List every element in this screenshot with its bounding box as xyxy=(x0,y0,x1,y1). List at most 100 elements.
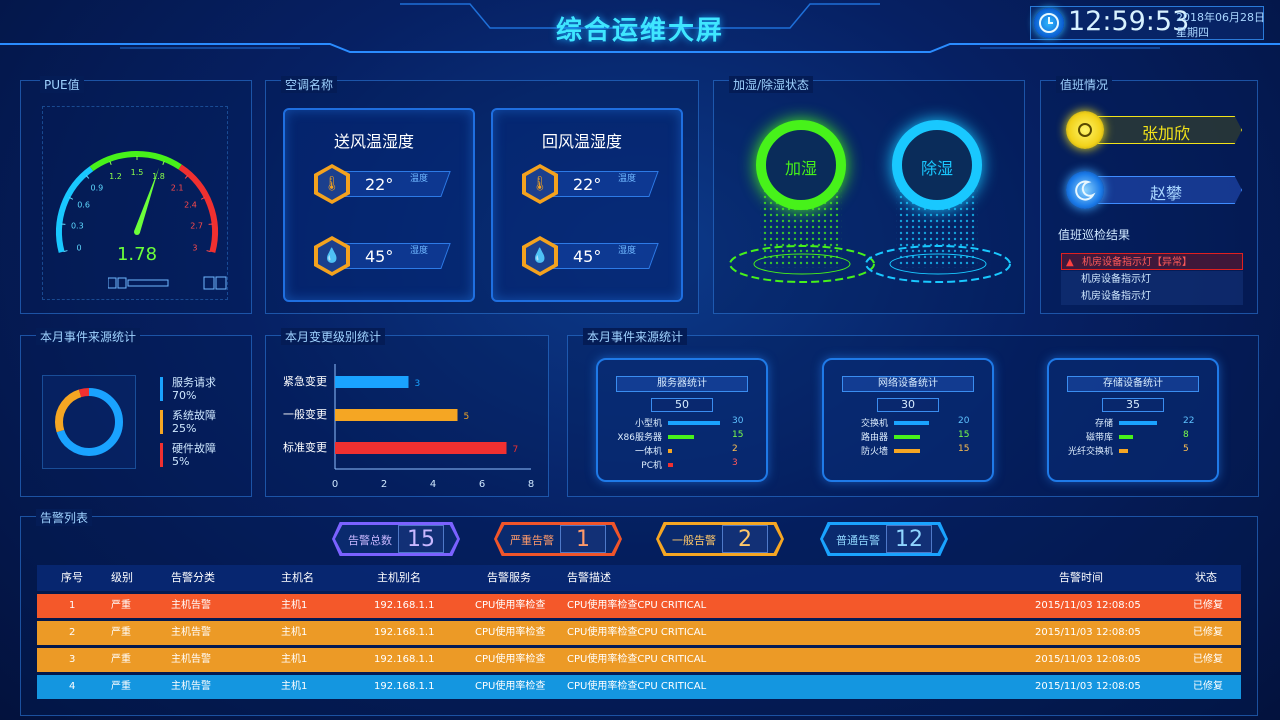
alarm-summary-count: 1 xyxy=(560,525,606,553)
table-cell-host: 主机1 xyxy=(281,627,308,638)
device-stat-value: 30 xyxy=(732,416,744,426)
table-cell-desc: CPU使用率检查CPU CRITICAL xyxy=(567,600,707,611)
device-stat-value: 8 xyxy=(1183,430,1189,440)
alarm-panel-title: 告警列表 xyxy=(36,509,93,526)
alarm-table-body: 1 严重 主机告警 主机1 192.168.1.1 CPU使用率检查 CPU使用率检查CPU… xyxy=(37,594,1241,699)
clock-icon xyxy=(1034,8,1064,38)
device-stat-bar xyxy=(894,421,929,425)
humid-panel-title: 加湿/除湿状态 xyxy=(729,76,814,93)
alarm-summary-badge[interactable]: 普通告警 12 xyxy=(820,522,948,556)
gauge-tick-label: 1.5 xyxy=(131,168,144,177)
column-header[interactable]: 告警描述 xyxy=(567,571,611,584)
duty-panel-title: 值班情况 xyxy=(1056,76,1113,93)
device-stat-label: PC机 xyxy=(641,461,662,471)
ac-card-supply-title: 送风温湿度 xyxy=(333,132,414,151)
device-stat-row: 防火墙 15 xyxy=(828,444,988,458)
table-cell-service: CPU使用率检查 xyxy=(475,600,546,611)
device-stat-value: 15 xyxy=(958,444,970,454)
device-stat-row: 光纤交换机 5 xyxy=(1053,444,1213,458)
column-header[interactable]: 告警分类 xyxy=(171,571,215,584)
bar xyxy=(335,409,458,421)
device-stat-bar xyxy=(668,449,672,453)
inspection-row-alert[interactable]: ▲ 机房设备指示灯【异常】 xyxy=(1061,253,1243,270)
alarm-summary-count: 15 xyxy=(398,525,444,553)
gauge-tick-label: 2.7 xyxy=(190,222,203,231)
alarm-summary-count: 12 xyxy=(886,525,932,553)
gauge-tick-label: 3 xyxy=(192,243,197,252)
legend-swatch xyxy=(160,410,163,434)
device-stat-bar xyxy=(668,421,720,425)
device-stat-label: 光纤交换机 xyxy=(1067,447,1113,457)
legend-item: 服务请求 70% xyxy=(172,376,216,402)
clock-time: 12:59:53 xyxy=(1068,6,1190,37)
table-cell-category: 主机告警 xyxy=(171,627,211,638)
duty-night-pill xyxy=(1096,176,1242,204)
table-cell-time: 2015/11/03 12:08:05 xyxy=(1035,681,1141,692)
legend-swatch xyxy=(160,377,163,401)
gauge-tick xyxy=(200,197,205,200)
page-title: 综合运维大屏 xyxy=(555,16,724,46)
device-stat-label: 交换机 xyxy=(860,419,888,429)
table-cell-desc: CPU使用率检查CPU CRITICAL xyxy=(567,654,707,665)
device-stat-row: 路由器 15 xyxy=(828,430,988,444)
gauge-tick xyxy=(85,175,90,179)
column-header[interactable]: 主机别名 xyxy=(377,571,421,584)
ac-card-supply xyxy=(283,108,475,302)
pue-gauge: 0 0.3 0.60.9 1.2 1.5 1.8 2.12.4 2.7 3 xyxy=(56,151,218,253)
table-row[interactable]: 1 严重 主机告警 主机1 192.168.1.1 CPU使用率检查 CPU使用率检查CPU… xyxy=(37,594,1241,618)
device-group-total: 35 xyxy=(1102,398,1164,412)
gauge-arc-segment xyxy=(178,164,218,253)
device-stat-label: 一体机 xyxy=(634,447,662,457)
inspection-row[interactable]: 机房设备指示灯 xyxy=(1061,271,1243,288)
column-header[interactable]: 序号 xyxy=(61,571,83,584)
gauge-tick xyxy=(206,250,211,253)
column-header[interactable]: 告警时间 xyxy=(1059,571,1103,584)
column-header[interactable]: 级别 xyxy=(111,571,133,584)
table-row[interactable]: 4 严重 主机告警 主机1 192.168.1.1 CPU使用率检查 CPU使用率检查CPU… xyxy=(37,675,1241,699)
clock-weekday: 星期四 xyxy=(1176,26,1209,39)
table-cell-category: 主机告警 xyxy=(171,654,211,665)
gauge-tick xyxy=(63,250,68,253)
warning-icon: ▲ xyxy=(1066,257,1074,268)
bar xyxy=(335,376,409,388)
table-cell-service: CPU使用率检查 xyxy=(475,654,546,665)
device-stat-label: 路由器 xyxy=(860,433,888,443)
legend-swatch xyxy=(160,443,163,467)
device-source-title: 本月事件来源统计 xyxy=(583,328,688,345)
bar xyxy=(335,442,507,454)
column-header[interactable]: 告警服务 xyxy=(487,571,531,584)
alarm-summary-count: 2 xyxy=(722,525,768,553)
table-cell-no: 2 xyxy=(69,627,76,638)
alarm-summary-label: 普通告警 xyxy=(836,534,880,547)
table-cell-host: 主机1 xyxy=(281,681,308,692)
dehumidify-label: 除湿 xyxy=(920,159,953,178)
gauge-tick xyxy=(69,197,74,200)
clock-panel xyxy=(1030,6,1264,40)
device-group-title: 存储设备统计 xyxy=(1067,376,1199,392)
clock-date: 2018年06月28日 xyxy=(1176,11,1265,24)
table-row[interactable]: 2 严重 主机告警 主机1 192.168.1.1 CPU使用率检查 CPU使用率检查CPU… xyxy=(37,621,1241,645)
device-stat-row: PC机 3 xyxy=(602,458,762,472)
bar-value-label: 3 xyxy=(415,379,421,389)
column-header[interactable]: 状态 xyxy=(1195,571,1217,584)
inspection-row[interactable]: 机房设备指示灯 xyxy=(1061,288,1243,305)
gauge-tick xyxy=(109,160,112,165)
device-stat-row: 交换机 20 xyxy=(828,416,988,430)
table-row[interactable]: 3 严重 主机告警 主机1 192.168.1.1 CPU使用率检查 CPU使用率检查CPU… xyxy=(37,648,1241,672)
gauge-needle xyxy=(134,167,160,233)
table-cell-level: 严重 xyxy=(111,654,131,665)
gauge-tick xyxy=(162,160,165,165)
table-cell-status: 已修复 xyxy=(1193,654,1223,665)
ac-supply-temp: 22° xyxy=(365,175,394,194)
gauge-arc-segment xyxy=(89,151,182,172)
inspection-text: 机房设备指示灯 xyxy=(1081,291,1151,302)
device-stat-row: 存储 22 xyxy=(1053,416,1213,430)
alarm-summary-badge[interactable]: 严重告警 1 xyxy=(494,522,622,556)
humidify-ring xyxy=(756,120,846,210)
alarm-summary-badge[interactable]: 一般告警 2 xyxy=(656,522,784,556)
duty-day-pill xyxy=(1096,116,1242,144)
table-cell-no: 4 xyxy=(69,681,76,692)
ac-supply-humidity-tag: 湿度 xyxy=(410,246,429,256)
alarm-summary-badge[interactable]: 告警总数 15 xyxy=(332,522,460,556)
column-header[interactable]: 主机名 xyxy=(281,571,314,584)
